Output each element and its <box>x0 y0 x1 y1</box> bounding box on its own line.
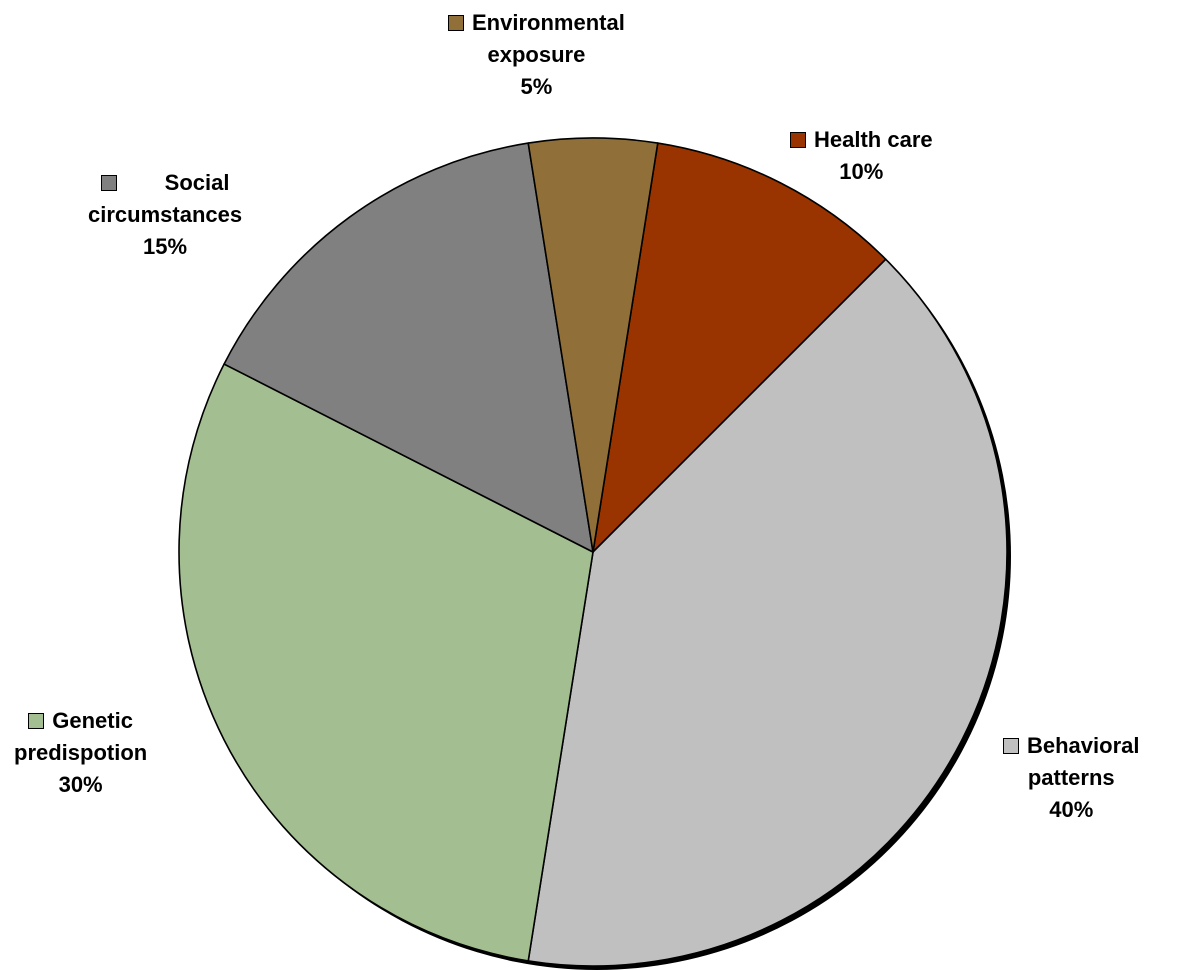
label-environmental-pct: 5% <box>520 74 553 99</box>
pie-slice-genetic-predispotion <box>178 363 594 962</box>
label-health-care-name: Health care <box>814 127 933 152</box>
label-environmental-line1: Environmental <box>472 10 625 35</box>
legend-swatch-behavioral-patterns <box>1003 738 1019 754</box>
legend-swatch-social-circumstances <box>100 175 117 191</box>
legend-swatch-environmental-exposure <box>448 15 464 31</box>
label-behavioral-patterns: Behavioral patterns 40% <box>1003 730 1140 826</box>
label-social-line2: circumstances <box>88 202 243 227</box>
label-environmental-line2: exposure <box>487 42 586 67</box>
label-behavioral-line1: Behavioral <box>1027 733 1140 758</box>
legend-swatch-genetic-predispotion <box>28 713 45 729</box>
label-health-care-pct: 10% <box>839 159 884 184</box>
label-behavioral-line2: patterns <box>1027 765 1115 790</box>
label-social-circumstances: Social circumstances 15% <box>88 167 242 263</box>
label-social-pct: 15% <box>143 234 188 259</box>
pie-slice-behavioral-patterns <box>527 258 1008 967</box>
label-genetic-predispotion: Genetic predispotion 30% <box>14 705 147 801</box>
label-health-care: Health care 10% <box>790 124 933 188</box>
pie-slice-environmental-exposure <box>527 137 659 553</box>
pie-slice-social-circumstances <box>223 142 594 553</box>
label-genetic-line2: predispotion <box>14 740 148 765</box>
label-genetic-line1: Genetic <box>52 708 133 733</box>
label-environmental-exposure: Environmental exposure 5% <box>448 7 625 103</box>
label-genetic-pct: 30% <box>58 772 103 797</box>
label-behavioral-pct: 40% <box>1049 797 1094 822</box>
label-social-line1: Social <box>164 170 230 195</box>
legend-swatch-health-care <box>790 132 806 148</box>
pie-slice-health-care <box>592 142 887 553</box>
